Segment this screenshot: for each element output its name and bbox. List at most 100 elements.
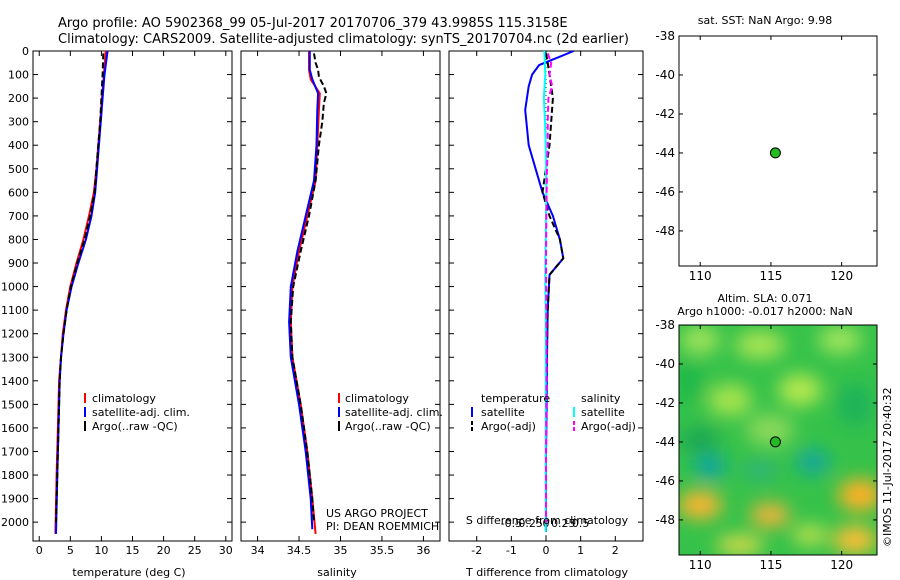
series-line-argo-raw-qc- — [289, 53, 328, 523]
argo-location-marker — [769, 147, 781, 159]
x-tick-label: 20 — [157, 544, 171, 557]
y-tick-label: -38 — [655, 318, 675, 332]
annotation-pi: PI: DEAN ROEMMICH — [326, 520, 439, 533]
series-line-climatology — [54, 50, 107, 534]
legend-satellite: satellite-adj. clim. — [345, 406, 443, 419]
y-tick-label: 800 — [8, 233, 29, 246]
y-tick-label: 700 — [8, 210, 29, 223]
x-tick-label: 2 — [612, 544, 619, 557]
salinity-annotation: US ARGO PROJECT PI: DEAN ROEMMICH — [326, 507, 439, 533]
y-tick-label: -42 — [655, 107, 675, 121]
y-tick-label: 300 — [8, 116, 29, 129]
sla-map-title-line2: Argo h1000: -0.017 h2000: NaN — [677, 305, 853, 318]
salinity-xlabel: salinity — [317, 566, 357, 579]
x-tick-label: 5 — [67, 544, 74, 557]
salinity-legend: climatology satellite-adj. clim. Argo(..… — [338, 392, 443, 433]
legend-climatology: climatology — [92, 392, 156, 405]
map-frame — [678, 35, 878, 267]
x-tick-label: 25 — [188, 544, 202, 557]
y-tick-label: -40 — [655, 357, 675, 371]
series-line-temperature-argo-adj- — [541, 53, 565, 523]
legend-satellite: satellite-adj. clim. — [92, 406, 190, 419]
legend-temperature-satellite: satellite — [481, 406, 525, 419]
x-tick-label: -1 — [506, 544, 517, 557]
legend-temperature-title: temperature — [481, 392, 550, 405]
argo-location-marker — [769, 436, 781, 448]
plot-frame — [32, 50, 233, 542]
legend-temperature-argo: Argo(-adj) — [481, 420, 536, 433]
series-line-climatology — [289, 51, 321, 534]
x-tick-label: 110 — [689, 269, 712, 283]
x-tick-label: 30 — [219, 544, 233, 557]
x-tick-label: 1 — [577, 544, 584, 557]
y-tick-label: -48 — [655, 513, 675, 527]
y-tick-label: -42 — [655, 396, 675, 410]
legend-salinity-title: salinity — [581, 392, 621, 405]
x-tick-label: 35 — [334, 544, 348, 557]
x-tick-label: 15 — [126, 544, 140, 557]
y-tick-label: 1900 — [1, 493, 29, 506]
legend-argo: Argo(..raw -QC) — [92, 420, 178, 433]
series-line-satellite-adj-clim- — [55, 50, 109, 534]
y-tick-label: -48 — [655, 224, 675, 238]
x-tick-label: 120 — [830, 558, 853, 572]
x2-tick-label: -0.25 — [514, 517, 542, 530]
y-tick-label: -46 — [655, 474, 675, 488]
x-tick-label: 115 — [759, 558, 782, 572]
y-tick-label: -40 — [655, 68, 675, 82]
series-line-salinity-satellite — [542, 50, 548, 532]
y-tick-label: -46 — [655, 185, 675, 199]
y-tick-label: 1100 — [1, 304, 29, 317]
series-line-salinity-argo-adj- — [545, 53, 554, 523]
temperature-profile-panel: 0 5 10 15 20 25 300100200300400500600700800900… — [1, 45, 233, 557]
x-tick-label: 34 — [251, 544, 265, 557]
y-tick-label: 900 — [8, 257, 29, 270]
x-tick-label: 0 — [36, 544, 43, 557]
y-tick-label: 1000 — [1, 281, 29, 294]
x-tick-label: 120 — [830, 269, 853, 283]
legend-argo: Argo(..raw -QC) — [345, 420, 431, 433]
salinity-profile-panel: 34 34.5 35 35.5 36 — [240, 50, 441, 557]
difference-xlabel: T difference from climatology — [465, 566, 628, 579]
difference-legend: temperature satellite Argo(-adj) salinit… — [471, 392, 636, 433]
figure-title-line2: Climatology: CARS2009. Satellite-adjuste… — [58, 32, 629, 47]
y-tick-label: 100 — [8, 69, 29, 82]
y-tick-label: -44 — [655, 435, 675, 449]
annotation-project: US ARGO PROJECT — [326, 507, 428, 520]
plot-frame — [240, 50, 441, 542]
y-tick-label: 1600 — [1, 422, 29, 435]
temperature-legend: climatology satellite-adj. clim. Argo(..… — [84, 392, 190, 433]
x-tick-label: 0 — [543, 544, 550, 557]
sla-map-title-line1: Altim. SLA: 0.071 — [717, 292, 812, 305]
x2-tick-label: 0.25 — [551, 517, 576, 530]
imos-watermark: ©IMOS 11-Jul-2017 20:40:32 — [881, 387, 894, 547]
y-tick-label: 200 — [8, 92, 29, 105]
x2-tick-label: -0.5 — [501, 517, 522, 530]
temperature-xlabel: temperature (deg C) — [72, 566, 185, 579]
y-tick-label: 0 — [22, 45, 29, 58]
difference-x2label: S difference from climatology — [466, 514, 629, 527]
y-tick-label: 500 — [8, 163, 29, 176]
series-line-argo-raw-qc- — [55, 53, 105, 523]
y-tick-label: 1500 — [1, 398, 29, 411]
legend-salinity-argo: Argo(-adj) — [581, 420, 636, 433]
legend-salinity-satellite: satellite — [581, 406, 625, 419]
x-tick-label: 110 — [689, 558, 712, 572]
x-tick-label: 34.5 — [287, 544, 312, 557]
x-tick-label: -2 — [471, 544, 482, 557]
sla-map-panel: 110 115 120 -48 -46 -44 -42 -40 -38 — [655, 318, 878, 572]
figure-title-line1: Argo profile: AO 5902368_99 05-Jul-2017 … — [58, 16, 568, 31]
y-tick-label: 1700 — [1, 445, 29, 458]
y-tick-label: 400 — [8, 139, 29, 152]
y-tick-label: 1300 — [1, 351, 29, 364]
sst-map-title: sat. SST: NaN Argo: 9.98 — [698, 14, 832, 27]
y-tick-label: 1400 — [1, 375, 29, 388]
y-tick-label: 2000 — [1, 516, 29, 529]
x-tick-label: 35.5 — [370, 544, 395, 557]
sst-map-panel: 110 115 120 -48 -46 -44 -42 -40 -38 — [655, 29, 878, 283]
y-tick-label: -44 — [655, 146, 675, 160]
x-tick-label: 36 — [416, 544, 430, 557]
series-line-satellite-adj-clim- — [288, 51, 320, 530]
x-tick-label: 10 — [94, 544, 108, 557]
